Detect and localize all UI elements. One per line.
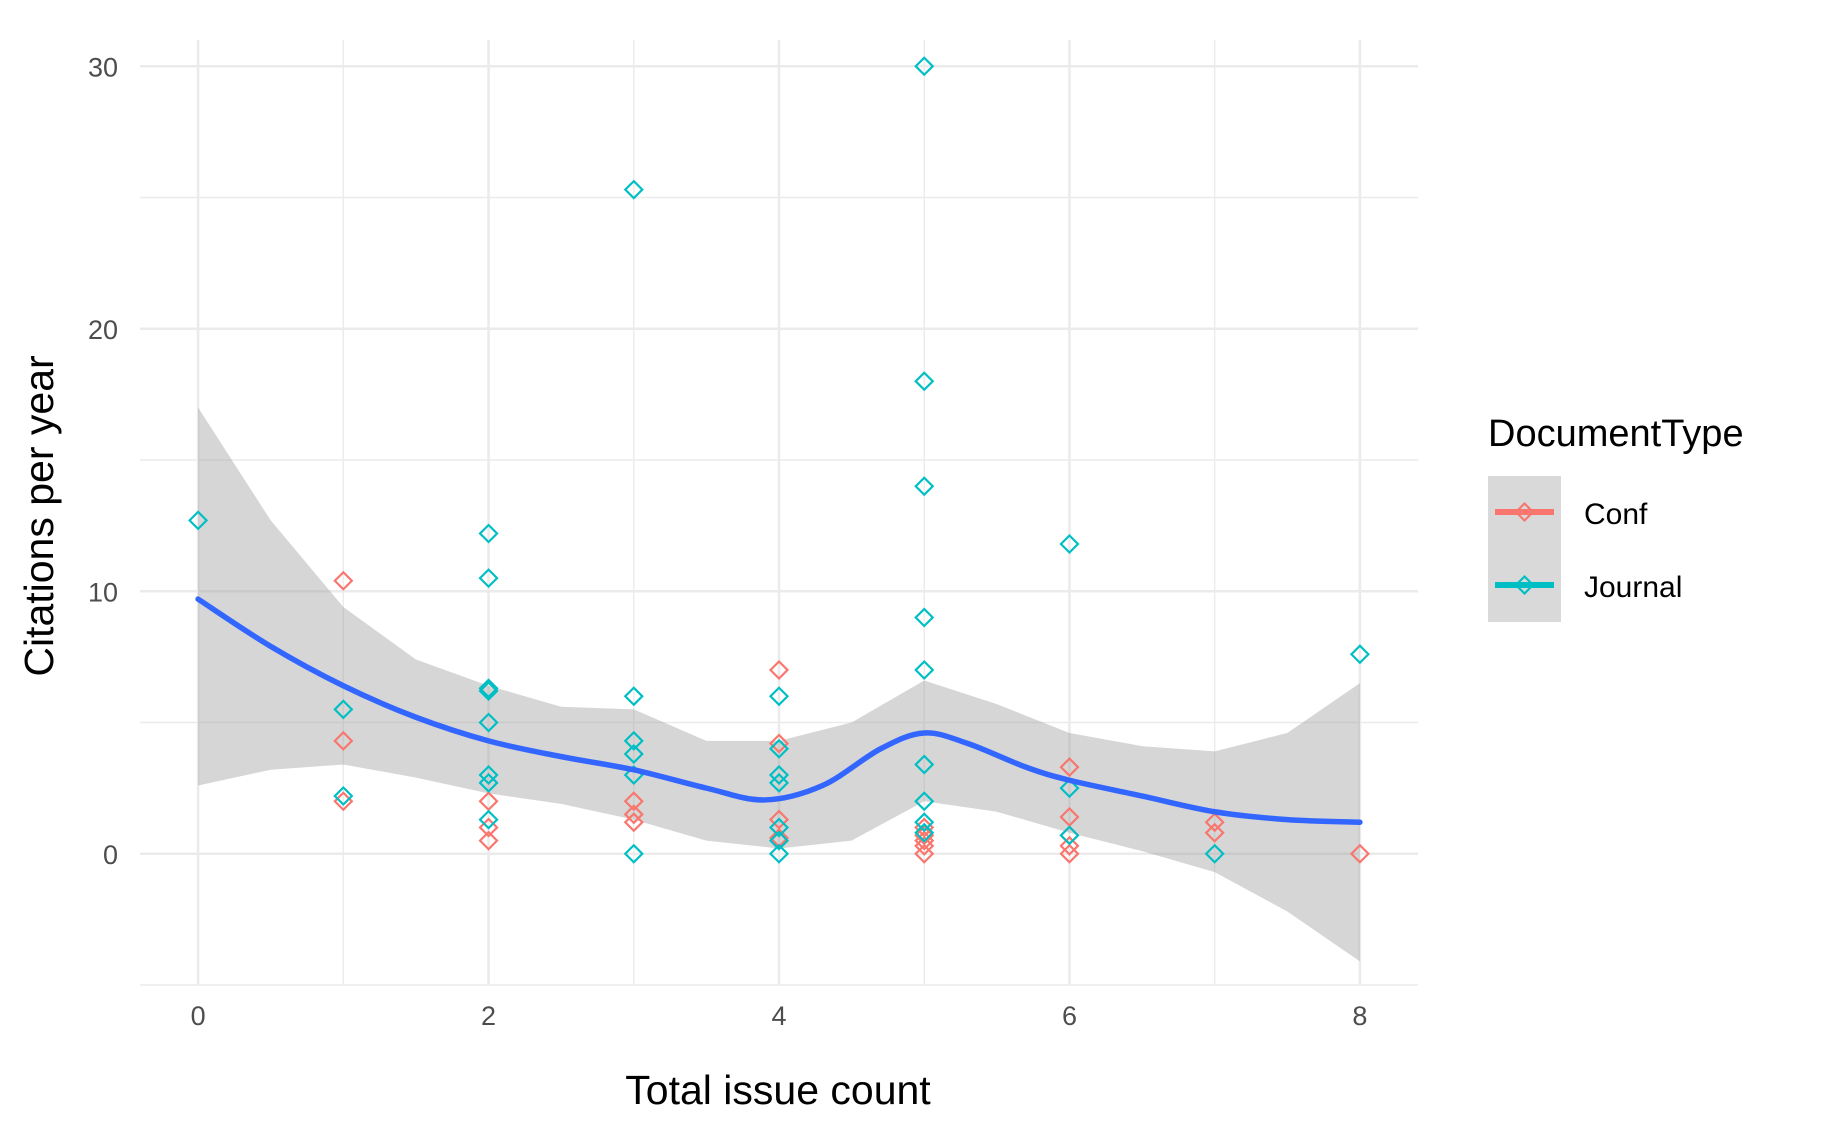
x-tick-label: 4 — [771, 1001, 786, 1031]
confidence-band — [198, 407, 1360, 962]
legend-title: DocumentType — [1488, 413, 1744, 455]
data-point-conf — [1059, 843, 1080, 864]
y-axis-title: Citations per year — [16, 355, 62, 676]
grid-lines — [140, 40, 1418, 986]
data-point-journal — [768, 764, 790, 786]
y-tick-label: 0 — [103, 840, 118, 870]
data-point-journal — [478, 523, 499, 544]
data-point-journal — [914, 476, 935, 497]
data-point-journal — [478, 809, 499, 830]
x-tick-label: 2 — [481, 1001, 496, 1031]
data-point-journal — [768, 772, 790, 793]
data-point-journal — [623, 743, 644, 765]
data-point-conf — [1349, 843, 1370, 864]
legend: DocumentType Conf Journal — [1488, 413, 1744, 622]
data-point-conf — [478, 817, 499, 838]
smooth-line — [195, 596, 1363, 825]
data-point-journal — [914, 812, 935, 833]
data-point-journal — [914, 371, 935, 392]
data-point-journal — [914, 56, 935, 77]
data-point-journal — [768, 843, 790, 864]
data-point-conf — [1204, 822, 1225, 843]
y-axis-ticks: 0 10 20 30 — [88, 52, 118, 870]
data-point-journal — [768, 738, 790, 759]
x-axis-title: Total issue count — [625, 1067, 931, 1113]
y-tick-label: 10 — [88, 577, 118, 607]
data-point-journal — [478, 680, 499, 702]
y-tick-label: 30 — [88, 52, 118, 82]
x-tick-label: 8 — [1352, 1001, 1367, 1031]
data-point-journal — [914, 607, 935, 628]
x-axis-ticks: 0 2 4 6 8 — [191, 1001, 1368, 1031]
legend-label-journal: Journal — [1584, 571, 1682, 604]
data-point-conf — [623, 812, 644, 833]
data-point-conf — [1059, 757, 1080, 778]
data-point-conf — [478, 830, 499, 851]
data-point-journal — [1059, 533, 1080, 555]
data-point-journal — [914, 659, 935, 681]
data-point-journal — [478, 712, 499, 733]
data-point-conf — [1059, 835, 1080, 856]
data-point-journal — [478, 764, 499, 786]
data-point-journal — [333, 699, 354, 720]
data-point-journal — [914, 791, 935, 812]
data-point-journal — [914, 754, 935, 775]
legend-keys — [1495, 501, 1554, 596]
data-point-journal — [1204, 843, 1225, 864]
data-point-journal — [1349, 644, 1370, 665]
data-point-conf — [768, 659, 790, 681]
data-point-journal — [623, 179, 644, 200]
data-points — [188, 56, 1370, 864]
y-tick-label: 20 — [88, 315, 118, 345]
data-point-journal — [333, 785, 354, 807]
data-point-conf — [623, 791, 644, 812]
x-tick-label: 0 — [191, 1001, 206, 1031]
legend-label-conf: Conf — [1584, 498, 1648, 531]
data-point-conf — [768, 733, 790, 754]
data-point-journal — [1059, 778, 1080, 799]
data-point-conf — [333, 570, 354, 591]
data-point-conf — [914, 835, 935, 856]
data-point-journal — [623, 730, 644, 751]
data-point-conf — [333, 730, 354, 751]
data-point-journal — [478, 772, 499, 793]
data-point-journal — [768, 817, 790, 838]
smooth-line-layer — [195, 596, 1363, 825]
data-point-conf — [1204, 812, 1225, 833]
data-point-conf — [914, 830, 935, 851]
data-point-journal — [1059, 825, 1080, 846]
x-tick-label: 6 — [1062, 1001, 1077, 1031]
data-point-journal — [768, 830, 790, 851]
legend-marker-journal — [1514, 574, 1535, 596]
data-point-journal — [623, 686, 644, 707]
data-point-journal — [188, 510, 209, 531]
data-point-journal — [623, 843, 644, 864]
data-point-conf — [623, 804, 644, 825]
data-point-journal — [478, 678, 499, 699]
legend-marker-conf — [1514, 501, 1535, 523]
data-point-journal — [768, 686, 790, 707]
data-point-journal — [478, 568, 499, 589]
data-point-conf — [914, 843, 935, 864]
confidence-band-layer — [198, 407, 1360, 962]
data-point-journal — [914, 822, 935, 843]
